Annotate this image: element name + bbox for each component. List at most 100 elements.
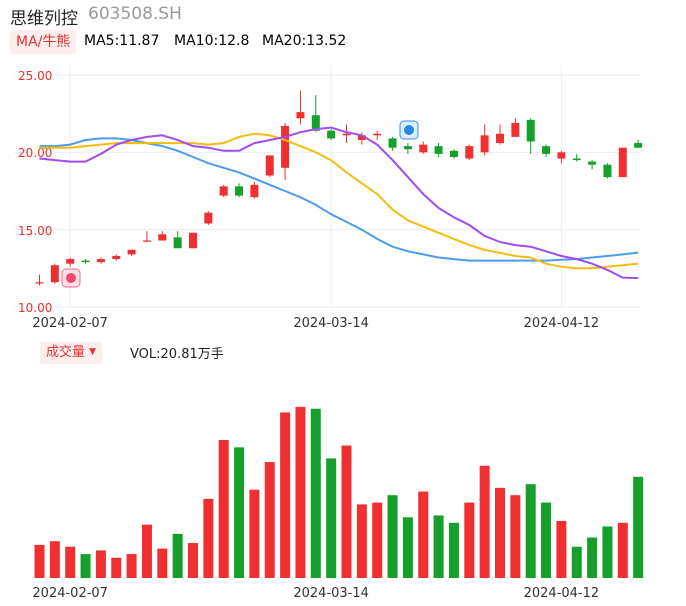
candle-body xyxy=(50,265,59,283)
candle-body xyxy=(35,282,44,284)
y-axis-labels: 25.00 20.00 15.00 10.00 xyxy=(18,69,52,315)
volume-bar xyxy=(280,412,291,578)
volume-bar xyxy=(49,541,60,578)
candle-body xyxy=(557,152,566,159)
candle-body xyxy=(327,130,336,139)
ma20-value: MA20:13.52 xyxy=(262,33,347,49)
volume-bar xyxy=(479,465,490,578)
volume-bar xyxy=(295,406,306,578)
candle-body xyxy=(603,164,612,178)
stock-name: 思维列控 xyxy=(10,9,78,29)
candle-body xyxy=(127,249,136,255)
candle-body xyxy=(142,240,151,242)
candle-body xyxy=(480,135,489,153)
ma5-line xyxy=(39,126,639,280)
candle-body xyxy=(357,135,366,140)
y-tick-label: 10.00 xyxy=(18,301,52,315)
ma5-value: MA5:11.87 xyxy=(84,33,160,49)
volume-bar xyxy=(633,476,644,578)
x-tick-label: 2024-04-12 xyxy=(524,316,600,331)
candle-body xyxy=(66,259,75,264)
volume-value: VOL:20.81万手 xyxy=(130,347,224,362)
y-tick-label: 15.00 xyxy=(18,224,52,238)
candle-body xyxy=(373,133,382,136)
volume-bar xyxy=(571,546,582,578)
candle-body xyxy=(112,255,121,260)
volume-bar xyxy=(249,489,260,578)
volume-bar xyxy=(234,447,245,578)
candle-body xyxy=(403,146,412,150)
candle-body xyxy=(173,237,182,249)
volume-bar xyxy=(433,515,444,578)
candle-body xyxy=(449,150,458,157)
candle-body xyxy=(235,186,244,196)
moving-average-lines xyxy=(39,126,639,280)
candle-body xyxy=(96,259,105,263)
candle-body xyxy=(511,122,520,137)
candle-body xyxy=(526,119,535,142)
candle-body xyxy=(618,147,627,178)
bull-marker-icon xyxy=(399,120,419,140)
ma20-line xyxy=(39,137,639,262)
x-tick-label: 2024-02-07 xyxy=(32,316,108,331)
volume-bar xyxy=(418,491,429,578)
volume-x-tick-label: 2024-03-14 xyxy=(293,586,369,601)
grid-lines xyxy=(14,65,640,308)
candle-body xyxy=(342,133,351,136)
volume-bar xyxy=(310,408,321,578)
volume-bar xyxy=(541,502,552,578)
volume-bar xyxy=(172,533,183,578)
y-tick-label: 25.00 xyxy=(18,69,52,83)
candle-body xyxy=(634,143,643,148)
volume-bar xyxy=(372,502,383,578)
volume-selector-label: 成交量 xyxy=(46,345,86,360)
candle-body xyxy=(388,138,397,148)
candle-body xyxy=(265,155,274,176)
candles xyxy=(35,90,643,286)
volume-bar xyxy=(264,462,275,578)
candle-body xyxy=(588,161,597,165)
volume-bar xyxy=(188,543,198,578)
ma-selector-tag[interactable]: MA/牛熊 xyxy=(10,30,77,54)
volume-bar xyxy=(510,495,521,578)
y-tick-label: 20.00 xyxy=(18,146,52,160)
candle-body xyxy=(419,144,428,153)
volume-bar xyxy=(326,458,337,578)
volume-bar xyxy=(126,554,137,578)
volume-bar xyxy=(218,440,229,578)
candle-body xyxy=(250,184,259,198)
volume-bar xyxy=(464,502,475,578)
bear-marker-icon xyxy=(61,268,81,288)
candle-body xyxy=(572,158,581,161)
volume-bars xyxy=(34,406,644,578)
ma10-value: MA10:12.8 xyxy=(174,33,250,49)
candle-body xyxy=(189,232,197,249)
volume-x-tick-label: 2024-04-12 xyxy=(524,586,600,601)
volume-bar xyxy=(95,550,106,578)
candle-body xyxy=(496,133,504,144)
candle-body xyxy=(311,115,320,131)
volume-selector-tag[interactable]: 成交量 ▼ xyxy=(40,342,103,364)
volume-bar xyxy=(448,522,459,578)
volume-bar xyxy=(525,484,536,578)
volume-bar xyxy=(203,498,214,578)
candle-body xyxy=(434,146,443,154)
volume-bar xyxy=(157,548,168,578)
candle-body xyxy=(281,126,290,168)
volume-bar xyxy=(65,546,76,578)
volume-bar xyxy=(587,537,598,578)
ma10-line xyxy=(39,132,639,270)
volume-bar xyxy=(617,522,628,578)
volume-bar xyxy=(402,517,413,578)
volume-bar xyxy=(141,524,152,578)
volume-bar xyxy=(356,504,367,578)
volume-bar xyxy=(111,557,122,578)
volume-bar xyxy=(495,487,505,578)
volume-x-tick-label: 2024-02-07 xyxy=(32,586,108,601)
markers xyxy=(61,120,419,288)
candle-body xyxy=(219,186,228,196)
x-tick-label: 2024-03-14 xyxy=(293,316,369,331)
volume-bar xyxy=(387,495,398,578)
